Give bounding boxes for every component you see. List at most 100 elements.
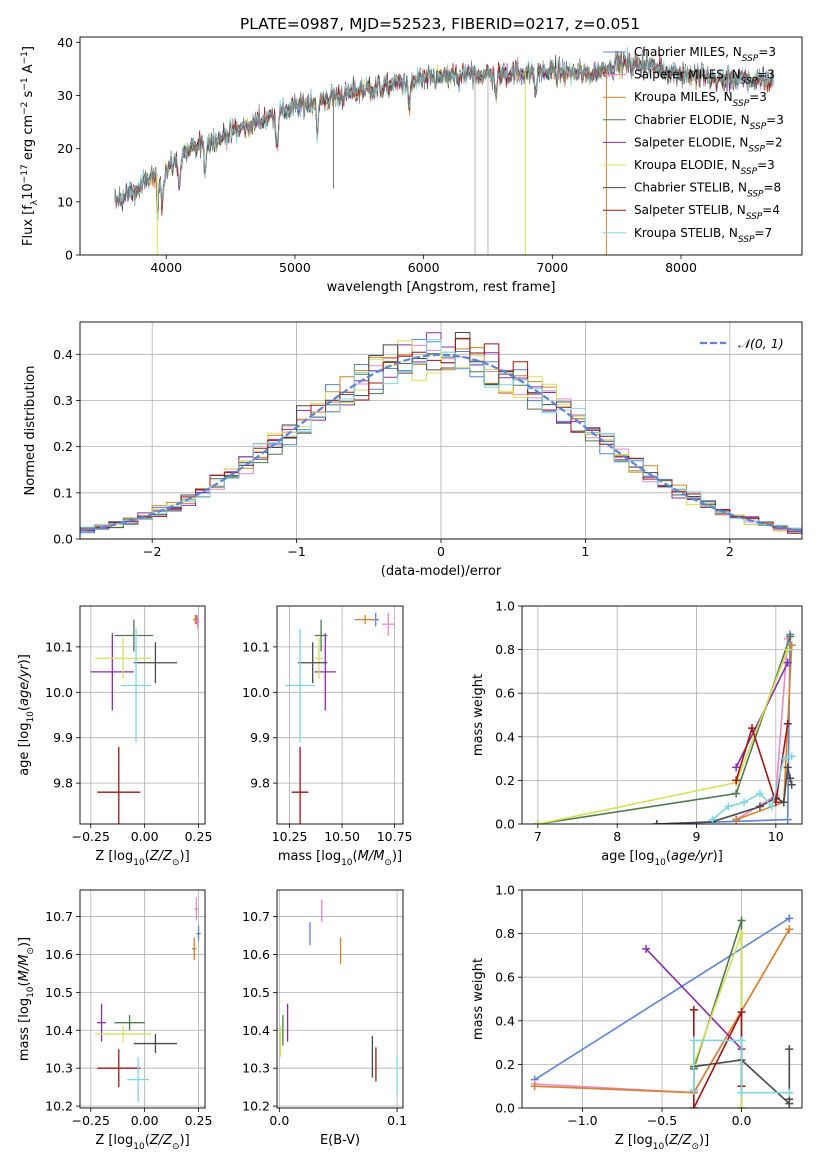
x-tick-label: 0.25 bbox=[185, 1113, 213, 1128]
weight-marker bbox=[783, 763, 792, 772]
weight-marker bbox=[732, 789, 741, 798]
x-tick-label: 7 bbox=[534, 829, 542, 844]
legend-label: Chabrier ELODIE, NSSP=3 bbox=[634, 113, 784, 132]
weight-marker bbox=[785, 914, 794, 923]
weight-marker bbox=[732, 815, 741, 824]
weight-marker bbox=[779, 798, 788, 807]
weight-vs-Z-plot-area bbox=[530, 914, 794, 1108]
weight-line bbox=[534, 917, 790, 1081]
x-tick-label: 2 bbox=[726, 544, 734, 559]
weight-series bbox=[530, 914, 794, 1084]
y-tick-label: 9.8 bbox=[250, 776, 270, 791]
y-tick-label: 10.2 bbox=[45, 1099, 73, 1114]
y-tick-label: 10.7 bbox=[45, 909, 73, 924]
mass-vs-EBV-axes: 0.0 0.1 10.2 10.3 10.4 10.5 10.6 10.7 E(B-V) bbox=[242, 889, 407, 1148]
x-tick-label: 4000 bbox=[150, 260, 182, 275]
y-tick-label: 0.2 bbox=[53, 439, 73, 454]
errorbar-point bbox=[97, 1049, 141, 1088]
axes-frame bbox=[79, 605, 206, 825]
y-tick-label: 10.2 bbox=[242, 1099, 270, 1114]
y-axis-label: Flux [fλ10−17 erg cm−2 s−1 A−1] bbox=[20, 46, 40, 246]
y-axis-label: Normed distribution bbox=[23, 366, 38, 496]
weight-marker bbox=[787, 641, 796, 650]
x-tick-label: −2 bbox=[143, 544, 161, 559]
axes-frame bbox=[521, 889, 803, 1109]
y-tick-label: 30 bbox=[57, 88, 73, 103]
errorbar-point bbox=[90, 633, 134, 711]
x-tick-label: 10 bbox=[768, 829, 784, 844]
y-tick-label: 0.4 bbox=[495, 729, 515, 744]
y-tick-label: 10.1 bbox=[242, 639, 270, 654]
x-axis-label: wavelength [Angstrom, rest frame] bbox=[327, 280, 556, 295]
weight-marker bbox=[779, 754, 788, 763]
errorbar-point bbox=[382, 612, 395, 636]
weight-series bbox=[732, 719, 792, 807]
age-vs-mass-plot-area bbox=[285, 612, 395, 824]
weight-marker bbox=[737, 929, 746, 938]
y-tick-label: 0.3 bbox=[53, 393, 73, 408]
histogram-step bbox=[80, 338, 802, 534]
y-tick-label: 10.3 bbox=[45, 1061, 73, 1076]
weight-marker bbox=[783, 658, 792, 667]
weight-marker bbox=[785, 925, 794, 934]
errorbar-point bbox=[127, 1056, 149, 1103]
errorbar-point bbox=[196, 926, 201, 942]
spectrum-data-line bbox=[114, 50, 774, 212]
spectrum-plot-area bbox=[114, 46, 774, 255]
x-tick-label: 6000 bbox=[408, 260, 440, 275]
weight-marker bbox=[737, 1104, 746, 1108]
weight-marker bbox=[732, 776, 741, 785]
y-tick-label: 1.0 bbox=[495, 599, 515, 614]
x-tick-label: 9 bbox=[693, 829, 701, 844]
normal-curve bbox=[80, 353, 802, 532]
y-tick-label: 10 bbox=[57, 194, 73, 209]
y-tick-label: 0.4 bbox=[53, 347, 73, 362]
x-axis-label: mass [log10(M/M⊙)] bbox=[278, 849, 402, 868]
weight-marker bbox=[732, 763, 741, 772]
x-axis-label: Z [log10(Z/Z⊙)] bbox=[95, 849, 189, 868]
weight-marker bbox=[737, 916, 746, 925]
errorbar-point bbox=[97, 746, 141, 824]
weight-line bbox=[735, 723, 789, 803]
age-vs-mass-axes: 10.25 10.50 10.75 9.8 9.9 10.0 10.1 mass [log10… bbox=[242, 605, 412, 868]
y-tick-label: 10.1 bbox=[45, 639, 73, 654]
weight-marker bbox=[748, 724, 757, 733]
y-tick-label: 0.8 bbox=[495, 926, 515, 941]
x-tick-label: 5000 bbox=[279, 260, 311, 275]
y-tick-label: 0.6 bbox=[495, 970, 515, 985]
weight-vs-age-axes: 7 8 9 10 0.0 0.2 0.4 0.6 0.8 1.0 age [log10(age/yr… bbox=[471, 599, 803, 868]
age-vs-Z-plot-area bbox=[90, 615, 200, 824]
mass-vs-Z-plot-area bbox=[95, 897, 201, 1103]
y-tick-label: 0.0 bbox=[495, 817, 515, 832]
y-tick-label: 9.9 bbox=[53, 730, 73, 745]
weight-marker bbox=[689, 1104, 698, 1108]
age-vs-Z-axes: −0.25 0.00 0.25 9.8 9.9 10.0 10.1 Z [log10(Z/Z⊙… bbox=[17, 605, 212, 868]
y-tick-label: 10.5 bbox=[242, 985, 270, 1000]
x-tick-label: 0 bbox=[437, 544, 445, 559]
y-tick-label: 10.3 bbox=[242, 1061, 270, 1076]
errorbar-point bbox=[285, 628, 315, 743]
weight-line bbox=[645, 948, 743, 1050]
legend-label: Kroupa MILES, NSSP=3 bbox=[634, 90, 767, 109]
weight-series bbox=[689, 1036, 794, 1097]
weight-marker bbox=[783, 645, 792, 654]
x-axis-label: Z [log10(Z/Z⊙)] bbox=[615, 1133, 709, 1152]
x-tick-label: 8 bbox=[613, 829, 621, 844]
y-axis-label: mass weight bbox=[471, 958, 486, 1040]
errorbar-point bbox=[95, 637, 152, 679]
errorbar-point bbox=[114, 1015, 145, 1031]
x-tick-label: 10.25 bbox=[272, 829, 308, 844]
y-axis-label: age [log10(age/yr)] bbox=[17, 654, 36, 776]
weight-marker bbox=[783, 815, 792, 824]
weight-marker bbox=[786, 774, 795, 783]
weight-marker bbox=[737, 1036, 746, 1045]
axes-frame bbox=[79, 36, 803, 256]
errorbar-point bbox=[314, 633, 336, 711]
errorbar-point bbox=[192, 937, 197, 961]
axes-frame bbox=[276, 889, 404, 1109]
errorbar-point bbox=[314, 637, 324, 679]
errorbar-point bbox=[97, 1003, 106, 1042]
y-tick-label: 1.0 bbox=[495, 883, 515, 898]
